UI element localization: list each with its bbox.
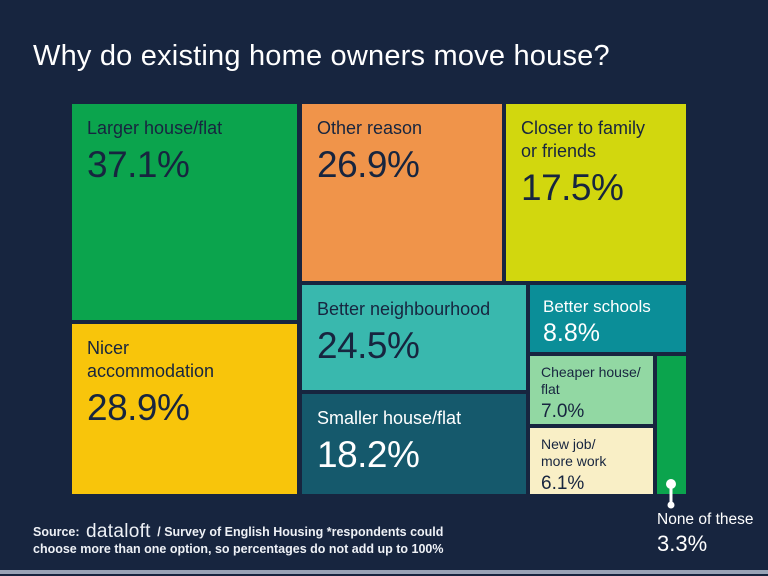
- footer-accent-bar: [0, 570, 768, 574]
- treemap-block-value: 18.2%: [317, 434, 420, 475]
- treemap-block-nicer-accommodation: Nicer accommodation 28.9%: [72, 324, 297, 494]
- treemap-block-none-of-these: [657, 356, 686, 494]
- treemap-block-value: 17.5%: [521, 167, 624, 208]
- none-of-these-label: None of these: [657, 511, 754, 528]
- treemap-block-value: 26.9%: [317, 144, 420, 185]
- source-brand-logo: dataloft: [86, 521, 151, 542]
- treemap-block-label: Other reason: [317, 118, 423, 138]
- chart-title: Why do existing home owners move house?: [33, 40, 610, 72]
- treemap-block-value: 6.1%: [541, 473, 585, 494]
- treemap-block-label: Cheaper house/ flat: [541, 364, 641, 397]
- none-of-these-value: 3.3%: [657, 531, 708, 556]
- treemap-block-value: 7.0%: [541, 401, 585, 422]
- treemap-block-cheaper-house-flat: Cheaper house/ flat 7.0%: [530, 356, 653, 424]
- treemap-block-closer-to-family-or-friends: Closer to family or friends 17.5%: [506, 104, 686, 281]
- source-prefix: Source:: [33, 525, 80, 539]
- source-line2: choose more than one option, so percenta…: [33, 542, 444, 556]
- treemap-block-better-schools: Better schools 8.8%: [530, 285, 686, 352]
- treemap-block-label: Nicer accommodation: [87, 338, 215, 381]
- none-of-these-callout-marker: [666, 479, 676, 509]
- treemap-block-better-neighbourhood: Better neighbourhood 24.5%: [302, 285, 526, 390]
- treemap-block-value: 37.1%: [87, 144, 190, 185]
- treemap-block-label: Closer to family or friends: [521, 118, 646, 161]
- treemap-block-new-job-more-work: New job/ more work 6.1%: [530, 428, 653, 494]
- treemap-block-larger-house-flat: Larger house/flat 37.1%: [72, 104, 297, 320]
- treemap-block-label: Smaller house/flat: [317, 408, 462, 428]
- treemap-block-label: New job/ more work: [541, 436, 607, 469]
- source-rest: / Survey of English Housing *respondents…: [157, 525, 444, 539]
- treemap-block-label: Better schools: [543, 297, 651, 316]
- treemap-block-smaller-house-flat: Smaller house/flat 18.2%: [302, 394, 526, 494]
- none-of-these-callout: None of these 3.3%: [657, 510, 768, 557]
- treemap-block-value: 24.5%: [317, 325, 420, 366]
- treemap-block-value: 8.8%: [543, 319, 600, 347]
- treemap-block-label: Better neighbourhood: [317, 299, 491, 319]
- treemap-block-value: 28.9%: [87, 387, 190, 428]
- treemap-block-other-reason: Other reason 26.9%: [302, 104, 502, 281]
- source-note: Source: dataloft / Survey of English Hou…: [33, 522, 473, 558]
- treemap-block-label: Larger house/flat: [87, 118, 223, 138]
